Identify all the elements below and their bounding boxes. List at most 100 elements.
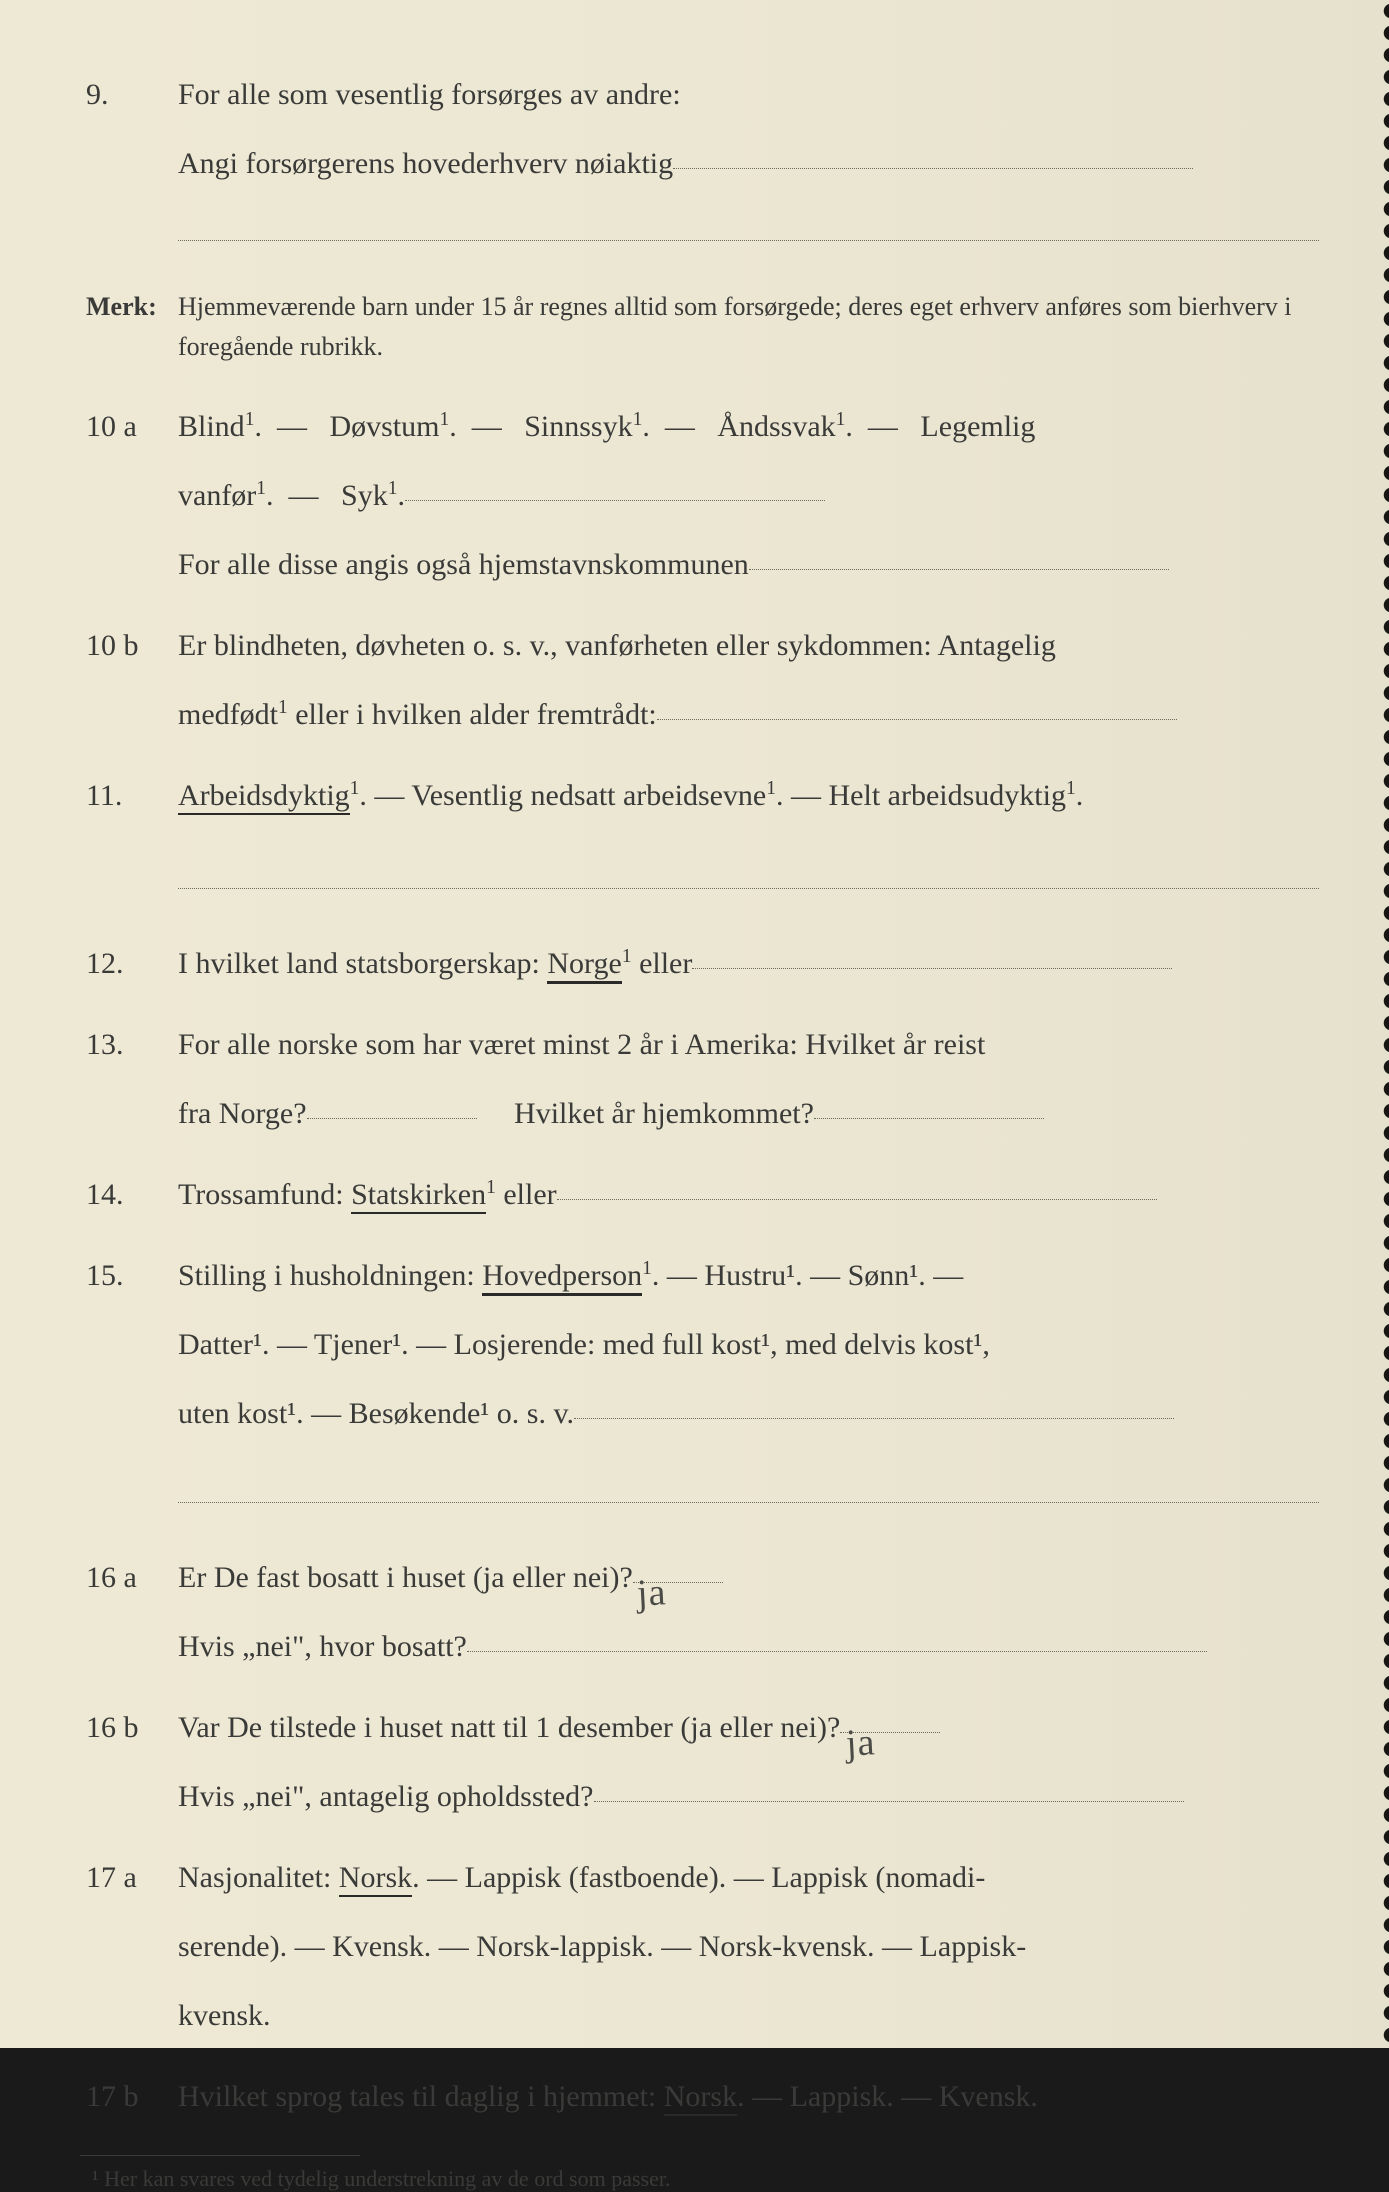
- q14-post: eller: [496, 1178, 557, 1211]
- q9-line1: For alle som vesentlig forsørges av andr…: [178, 78, 681, 111]
- question-10b: 10 b Er blindheten, døvheten o. s. v., v…: [80, 611, 1319, 749]
- footnote-marker: ¹: [92, 2166, 99, 2191]
- q17a-rest1: . — Lappisk (fastboende). — Lappisk (nom…: [412, 1861, 985, 1894]
- q12-number: 12.: [80, 929, 178, 998]
- q13-line2a: fra Norge?: [178, 1097, 307, 1130]
- q15-pre: Stilling i husholdningen:: [178, 1259, 482, 1292]
- fill-line[interactable]: [178, 846, 1319, 889]
- q13-line1: For alle norske som har været minst 2 år…: [178, 1028, 985, 1061]
- q10b-line1: Er blindheten, døvheten o. s. v., vanfør…: [178, 629, 1056, 662]
- question-17b: 17 b Hvilket sprog tales til daglig i hj…: [80, 2062, 1319, 2131]
- question-17a: 17 a Nasjonalitet: Norsk. — Lappisk (fas…: [80, 1843, 1319, 2050]
- answer-norsk: Norsk: [339, 1861, 412, 1897]
- q16b-q1: Var De tilstede i huset natt til 1 desem…: [178, 1711, 840, 1744]
- page-edge-scallop: [1377, 0, 1389, 2048]
- fill-line[interactable]: [307, 1118, 477, 1119]
- q10a-number: 10 a: [80, 392, 178, 461]
- q10b-body: Er blindheten, døvheten o. s. v., vanfør…: [178, 611, 1319, 749]
- q10a-body: Blind1. — Døvstum1. — Sinnssyk1. — Åndss…: [178, 392, 1319, 599]
- opt-vanfor: vanfør: [178, 479, 256, 512]
- fill-line[interactable]: [178, 1460, 1319, 1503]
- question-14: 14. Trossamfund: Statskirken1 eller: [80, 1160, 1319, 1229]
- q10b-medfodt: medfødt: [178, 698, 278, 731]
- fill-line[interactable]: [178, 198, 1319, 241]
- question-10a: 10 a Blind1. — Døvstum1. — Sinnssyk1. — …: [80, 392, 1319, 599]
- q16a-body: Er De fast bosatt i huset (ja eller nei)…: [178, 1543, 1319, 1681]
- fill-line[interactable]: [405, 500, 825, 501]
- q15-number: 15.: [80, 1241, 178, 1310]
- question-11: 11. Arbeidsdyktig1. — Vesentlig nedsatt …: [80, 761, 1319, 917]
- answer-statskirken: Statskirken: [351, 1178, 486, 1214]
- q17a-pre: Nasjonalitet:: [178, 1861, 339, 1894]
- question-16b: 16 b Var De tilstede i huset natt til 1 …: [80, 1693, 1319, 1831]
- fill-line[interactable]: [594, 1801, 1184, 1802]
- q9-number: 9.: [80, 60, 178, 129]
- q13-body: For alle norske som har været minst 2 år…: [178, 1010, 1319, 1148]
- answer-norsk-lang: Norsk: [664, 2080, 737, 2116]
- opt-blind: Blind: [178, 410, 245, 443]
- fill-line[interactable]: [657, 719, 1177, 720]
- fill-line[interactable]: [574, 1418, 1174, 1419]
- q17b-pre: Hvilket sprog tales til daglig i hjemmet…: [178, 2080, 664, 2113]
- q10a-line3: For alle disse angis også hjemstavnskomm…: [178, 548, 749, 581]
- q16a-q1: Er De fast bosatt i huset (ja eller nei)…: [178, 1561, 633, 1594]
- fill-line[interactable]: ja: [840, 1732, 940, 1733]
- question-16a: 16 a Er De fast bosatt i huset (ja eller…: [80, 1543, 1319, 1681]
- note-merk: Merk: Hjemmeværende barn under 15 år reg…: [80, 287, 1319, 368]
- opt-sinnssyk: Sinnssyk: [524, 410, 632, 443]
- q11-body: Arbeidsdyktig1. — Vesentlig nedsatt arbe…: [178, 761, 1319, 917]
- answer-norge: Norge: [547, 947, 621, 984]
- handwritten-ja: ja: [635, 1549, 669, 1638]
- answer-hovedperson: Hovedperson: [482, 1259, 642, 1296]
- q11-mid: — Vesentlig nedsatt arbeidsevne: [367, 779, 766, 812]
- q13-line2b: Hvilket år hjemkommet?: [514, 1097, 814, 1130]
- q16b-q2: Hvis „nei", antagelig opholdssted?: [178, 1780, 594, 1813]
- q12-body: I hvilket land statsborgerskap: Norge1 e…: [178, 929, 1319, 998]
- q15-line2: Datter¹. — Tjener¹. — Losjerende: med fu…: [178, 1328, 990, 1361]
- merk-text: Hjemmeværende barn under 15 år regnes al…: [178, 287, 1319, 368]
- fill-line[interactable]: [814, 1118, 1044, 1119]
- q11-end: — Helt arbeidsudyktig: [784, 779, 1066, 812]
- q16b-number: 16 b: [80, 1693, 178, 1762]
- fill-line[interactable]: [692, 968, 1172, 969]
- q17a-body: Nasjonalitet: Norsk. — Lappisk (fastboen…: [178, 1843, 1319, 2050]
- footnote-text: Her kan svares ved tydelig understreknin…: [99, 2166, 671, 2191]
- opt-andssvak: Åndssvak: [717, 410, 835, 443]
- fill-line[interactable]: ja: [633, 1582, 723, 1583]
- question-12: 12. I hvilket land statsborgerskap: Norg…: [80, 929, 1319, 998]
- fill-line[interactable]: [749, 569, 1169, 570]
- question-9: 9. For alle som vesentlig forsørges av a…: [80, 60, 1319, 269]
- q14-body: Trossamfund: Statskirken1 eller: [178, 1160, 1319, 1229]
- fill-line[interactable]: [673, 168, 1193, 169]
- q17b-rest: . — Lappisk. — Kvensk.: [737, 2080, 1038, 2113]
- q17b-number: 17 b: [80, 2062, 178, 2131]
- question-13: 13. For alle norske som har været minst …: [80, 1010, 1319, 1148]
- question-15: 15. Stilling i husholdningen: Hovedperso…: [80, 1241, 1319, 1531]
- q17a-line3: kvensk.: [178, 1999, 271, 2032]
- q16a-q2: Hvis „nei", hvor bosatt?: [178, 1630, 467, 1663]
- q15-body: Stilling i husholdningen: Hovedperson1. …: [178, 1241, 1319, 1531]
- census-form-page: 9. For alle som vesentlig forsørges av a…: [0, 0, 1389, 2048]
- q12-post: eller: [632, 947, 693, 980]
- handwritten-ja: ja: [844, 1699, 878, 1788]
- q9-body: For alle som vesentlig forsørges av andr…: [178, 60, 1319, 269]
- q12-pre: I hvilket land statsborgerskap:: [178, 947, 547, 980]
- q10b-number: 10 b: [80, 611, 178, 680]
- opt-syk: Syk: [341, 479, 388, 512]
- opt-legemlig: Legemlig: [920, 410, 1035, 443]
- q9-line2: Angi forsørgerens hovederhverv nøiaktig: [178, 147, 673, 180]
- q16b-body: Var De tilstede i huset natt til 1 desem…: [178, 1693, 1319, 1831]
- q14-pre: Trossamfund:: [178, 1178, 351, 1211]
- q17a-number: 17 a: [80, 1843, 178, 1912]
- q10b-line2b: eller i hvilken alder fremtrådt:: [288, 698, 657, 731]
- merk-label: Merk:: [80, 287, 178, 327]
- q11-number: 11.: [80, 761, 178, 830]
- fill-line[interactable]: [467, 1651, 1207, 1652]
- opt-arbeidsdyktig: Arbeidsdyktig: [178, 779, 350, 815]
- fill-line[interactable]: [557, 1199, 1157, 1200]
- q17a-line2: serende). — Kvensk. — Norsk-lappisk. — N…: [178, 1930, 1026, 1963]
- footnote-rule: [80, 2155, 360, 2156]
- q17b-body: Hvilket sprog tales til daglig i hjemmet…: [178, 2062, 1319, 2131]
- q15-line3a: uten kost¹. — Besøkende¹ o. s. v.: [178, 1397, 574, 1430]
- footnote: ¹ Her kan svares ved tydelig understrekn…: [80, 2166, 1319, 2192]
